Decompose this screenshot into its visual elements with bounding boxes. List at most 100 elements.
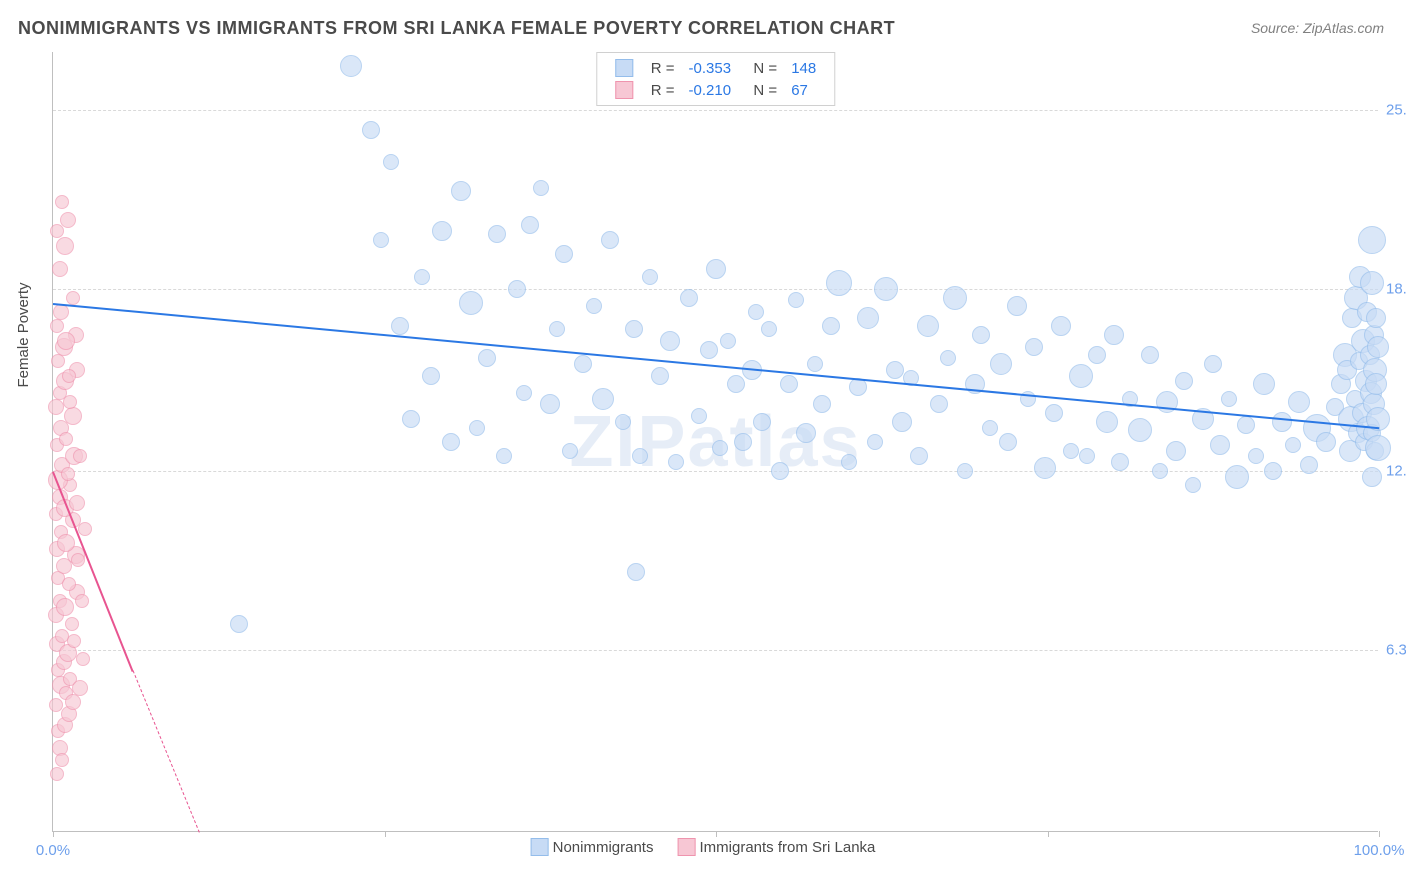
point-nonimmigrants bbox=[632, 448, 648, 464]
point-nonimmigrants bbox=[340, 55, 362, 77]
source-label: Source: ZipAtlas.com bbox=[1251, 20, 1384, 36]
xtick bbox=[1379, 831, 1380, 837]
point-immigrants bbox=[57, 534, 75, 552]
point-nonimmigrants bbox=[1367, 336, 1389, 358]
point-nonimmigrants bbox=[712, 440, 728, 456]
point-nonimmigrants bbox=[910, 447, 928, 465]
point-nonimmigrants bbox=[627, 563, 645, 581]
xtick-label: 100.0% bbox=[1354, 842, 1405, 859]
point-immigrants bbox=[48, 399, 64, 415]
point-nonimmigrants bbox=[1365, 373, 1387, 395]
point-nonimmigrants bbox=[586, 298, 602, 314]
point-nonimmigrants bbox=[720, 333, 736, 349]
point-nonimmigrants bbox=[1264, 462, 1282, 480]
point-nonimmigrants bbox=[1166, 441, 1186, 461]
y-axis-label: Female Poverty bbox=[15, 282, 32, 387]
point-nonimmigrants bbox=[1175, 372, 1193, 390]
point-nonimmigrants bbox=[1360, 271, 1384, 295]
point-immigrants bbox=[51, 354, 65, 368]
point-immigrants bbox=[66, 291, 80, 305]
point-nonimmigrants bbox=[516, 385, 532, 401]
point-nonimmigrants bbox=[642, 269, 658, 285]
point-immigrants bbox=[65, 617, 79, 631]
point-nonimmigrants bbox=[943, 286, 967, 310]
point-nonimmigrants bbox=[1285, 437, 1301, 453]
point-immigrants bbox=[76, 652, 90, 666]
point-immigrants bbox=[61, 467, 75, 481]
point-nonimmigrants bbox=[1210, 435, 1230, 455]
point-immigrants bbox=[57, 332, 75, 350]
xtick bbox=[53, 831, 54, 837]
point-nonimmigrants bbox=[874, 277, 898, 301]
trend-line bbox=[53, 303, 1379, 429]
point-nonimmigrants bbox=[1096, 411, 1118, 433]
point-nonimmigrants bbox=[1128, 418, 1152, 442]
point-nonimmigrants bbox=[1221, 391, 1237, 407]
point-nonimmigrants bbox=[727, 375, 745, 393]
legend-item: Immigrants from Sri Lanka bbox=[677, 838, 875, 856]
point-nonimmigrants bbox=[1051, 316, 1071, 336]
ytick-label: 25.0% bbox=[1386, 101, 1406, 118]
point-nonimmigrants bbox=[1288, 391, 1310, 413]
point-nonimmigrants bbox=[940, 350, 956, 366]
point-nonimmigrants bbox=[488, 225, 506, 243]
point-nonimmigrants bbox=[625, 320, 643, 338]
point-nonimmigrants bbox=[562, 443, 578, 459]
point-nonimmigrants bbox=[788, 292, 804, 308]
point-nonimmigrants bbox=[432, 221, 452, 241]
point-immigrants bbox=[64, 407, 82, 425]
point-immigrants bbox=[62, 369, 76, 383]
point-nonimmigrants bbox=[555, 245, 573, 263]
point-nonimmigrants bbox=[1365, 435, 1391, 461]
point-immigrants bbox=[67, 634, 81, 648]
point-nonimmigrants bbox=[1316, 432, 1336, 452]
legend-item: Nonimmigrants bbox=[531, 838, 654, 856]
xtick bbox=[1048, 831, 1049, 837]
point-nonimmigrants bbox=[822, 317, 840, 335]
point-nonimmigrants bbox=[362, 121, 380, 139]
point-nonimmigrants bbox=[807, 356, 823, 372]
point-nonimmigrants bbox=[592, 388, 614, 410]
point-nonimmigrants bbox=[999, 433, 1017, 451]
point-nonimmigrants bbox=[574, 355, 592, 373]
point-nonimmigrants bbox=[1111, 453, 1129, 471]
point-nonimmigrants bbox=[1362, 467, 1382, 487]
point-nonimmigrants bbox=[549, 321, 565, 337]
xtick bbox=[385, 831, 386, 837]
point-nonimmigrants bbox=[402, 410, 420, 428]
point-immigrants bbox=[73, 449, 87, 463]
point-nonimmigrants bbox=[753, 413, 771, 431]
point-nonimmigrants bbox=[892, 412, 912, 432]
point-nonimmigrants bbox=[930, 395, 948, 413]
point-nonimmigrants bbox=[540, 394, 560, 414]
point-nonimmigrants bbox=[1358, 226, 1386, 254]
point-nonimmigrants bbox=[1141, 346, 1159, 364]
point-nonimmigrants bbox=[442, 433, 460, 451]
point-nonimmigrants bbox=[478, 349, 496, 367]
point-nonimmigrants bbox=[1007, 296, 1027, 316]
gridline-h bbox=[53, 289, 1378, 290]
point-nonimmigrants bbox=[1079, 448, 1095, 464]
point-nonimmigrants bbox=[813, 395, 831, 413]
point-nonimmigrants bbox=[1272, 412, 1292, 432]
point-immigrants bbox=[50, 224, 64, 238]
point-nonimmigrants bbox=[917, 315, 939, 337]
point-nonimmigrants bbox=[1253, 373, 1275, 395]
point-nonimmigrants bbox=[601, 231, 619, 249]
legend-correlation: R =-0.353 N =148R =-0.210 N =67 bbox=[596, 52, 835, 106]
point-nonimmigrants bbox=[615, 414, 631, 430]
point-nonimmigrants bbox=[1088, 346, 1106, 364]
point-nonimmigrants bbox=[1185, 477, 1201, 493]
point-nonimmigrants bbox=[706, 259, 726, 279]
gridline-h bbox=[53, 650, 1378, 651]
point-nonimmigrants bbox=[1045, 404, 1063, 422]
point-nonimmigrants bbox=[957, 463, 973, 479]
point-immigrants bbox=[59, 432, 73, 446]
point-nonimmigrants bbox=[990, 353, 1012, 375]
point-nonimmigrants bbox=[748, 304, 764, 320]
point-nonimmigrants bbox=[680, 289, 698, 307]
point-immigrants bbox=[63, 395, 77, 409]
point-nonimmigrants bbox=[826, 270, 852, 296]
ytick-label: 6.3% bbox=[1386, 642, 1406, 659]
point-nonimmigrants bbox=[508, 280, 526, 298]
